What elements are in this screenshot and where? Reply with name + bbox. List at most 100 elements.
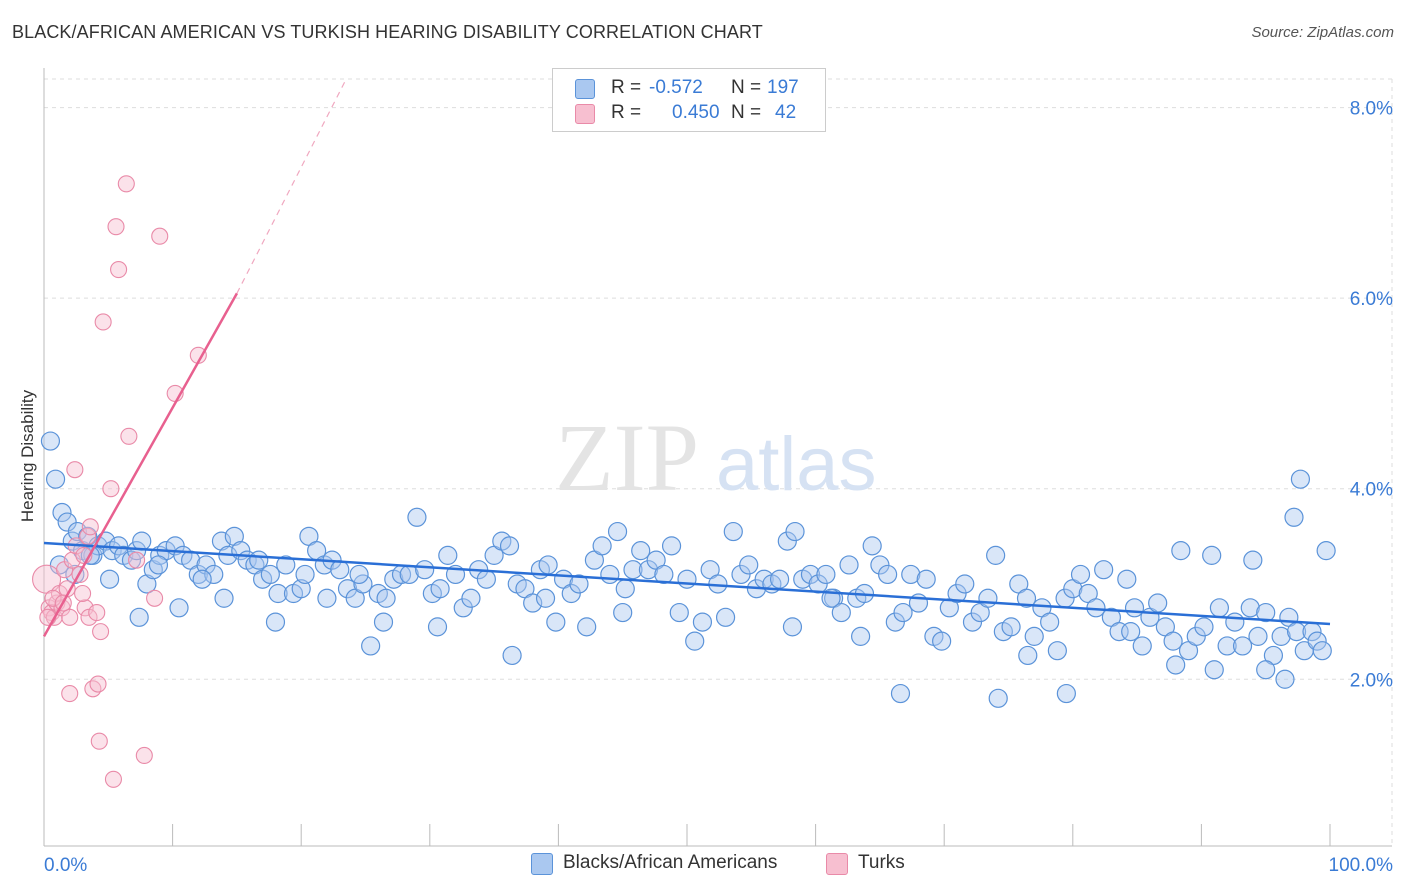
turks-point	[94, 313, 112, 331]
blacks-point	[1240, 598, 1260, 618]
blacks-point	[947, 583, 967, 604]
x-tick-left: 0.0%	[44, 855, 87, 876]
blacks-point	[1290, 469, 1311, 489]
blacks-point	[265, 612, 286, 632]
blacks-point	[669, 602, 689, 623]
blacks-point	[901, 564, 921, 585]
blacks-point	[800, 564, 821, 585]
turks-point	[74, 584, 92, 603]
r-label: R =	[611, 102, 642, 123]
blacks-point	[376, 588, 396, 608]
blacks-point	[502, 645, 522, 666]
blacks-point	[1166, 655, 1186, 675]
turks-point	[88, 604, 106, 622]
y-tick-label: 4.0%	[1350, 480, 1393, 501]
watermark-atlas: atlas	[716, 422, 877, 507]
blacks-point	[782, 617, 803, 637]
watermark: ZIP atlas	[555, 404, 877, 511]
blacks-point	[1132, 636, 1152, 656]
blacks-point	[831, 602, 851, 623]
legend-label-blacks: Blacks/African Americans	[563, 852, 778, 873]
blacks-point	[577, 617, 597, 637]
blacks-point	[330, 560, 350, 580]
blacks-point	[99, 569, 120, 589]
blacks-point	[862, 536, 882, 556]
blacks-point	[785, 521, 805, 542]
trend-layer	[42, 78, 1331, 637]
blacks-point	[438, 545, 458, 565]
blacks-point	[1243, 550, 1263, 570]
blacks-point	[430, 579, 450, 599]
blacks-point	[1171, 541, 1191, 561]
blacks-point	[45, 469, 66, 489]
blacks-point	[196, 555, 216, 575]
blacks-point	[148, 555, 169, 575]
blacks-point	[1256, 602, 1276, 623]
blacks-points	[40, 431, 1336, 708]
blacks-point	[1163, 631, 1183, 651]
blacks-point	[137, 574, 157, 594]
blacks-point	[276, 555, 296, 575]
source-label: Source: ZipAtlas.com	[1251, 24, 1394, 41]
turks-point	[84, 680, 102, 698]
blacks-point	[1225, 612, 1245, 632]
blacks-point	[1094, 560, 1114, 580]
turks-point	[146, 589, 164, 607]
legend-swatch-pink	[826, 853, 848, 875]
blacks-point	[890, 683, 911, 704]
blacks-point	[523, 593, 543, 613]
turks-point	[102, 480, 120, 498]
blacks-point	[638, 560, 659, 580]
blacks-point	[677, 569, 697, 589]
blacks-point	[57, 512, 77, 532]
blacks-point	[453, 598, 473, 618]
blacks-point	[1047, 641, 1067, 661]
blacks-point	[132, 531, 152, 551]
turks-point	[61, 608, 79, 626]
blacks-point	[1284, 507, 1304, 527]
blacks-point	[268, 583, 288, 604]
blacks-point	[592, 536, 612, 556]
blacks-point	[260, 564, 280, 585]
blacks-point	[538, 555, 558, 575]
blacks-point	[777, 531, 797, 551]
turks-point	[89, 675, 107, 693]
blacks-point	[121, 550, 142, 570]
blacks-point	[1117, 569, 1137, 589]
turks-point	[44, 589, 62, 607]
blacks-point	[600, 564, 620, 585]
blacks-point	[1148, 593, 1168, 613]
blacks-point	[1204, 660, 1224, 680]
turks-point	[61, 685, 79, 703]
turks-point	[135, 746, 153, 765]
blacks-point	[1194, 617, 1214, 637]
blacks-point	[715, 607, 736, 627]
turks-point	[66, 461, 84, 479]
legend-swatch-blue	[575, 79, 595, 99]
r-label: R =	[611, 77, 642, 98]
blacks-point	[851, 626, 871, 646]
turks-point	[107, 218, 125, 236]
blacks-point	[224, 526, 244, 546]
blacks-point	[169, 598, 189, 618]
blacks-point	[291, 579, 311, 599]
blacks-point	[373, 612, 394, 632]
blacks-point	[1312, 641, 1332, 661]
blacks-point	[317, 588, 337, 608]
turks-trend-line	[42, 292, 238, 637]
blacks-point	[349, 564, 369, 585]
y-tick-label: 6.0%	[1350, 289, 1393, 310]
r-value: 0.450	[672, 102, 720, 123]
stats-legend-row-blacks: R = -0.572 N = 197	[575, 77, 815, 101]
turks-point	[81, 518, 99, 536]
blacks-point	[1001, 617, 1021, 637]
blacks-point	[878, 564, 898, 585]
axis-layer	[43, 68, 1392, 847]
blacks-point	[623, 560, 643, 580]
blacks-point	[1209, 598, 1230, 618]
blacks-point	[893, 602, 913, 623]
blacks-point	[1307, 631, 1327, 651]
blacks-point	[986, 545, 1006, 565]
turks-point	[120, 427, 138, 445]
